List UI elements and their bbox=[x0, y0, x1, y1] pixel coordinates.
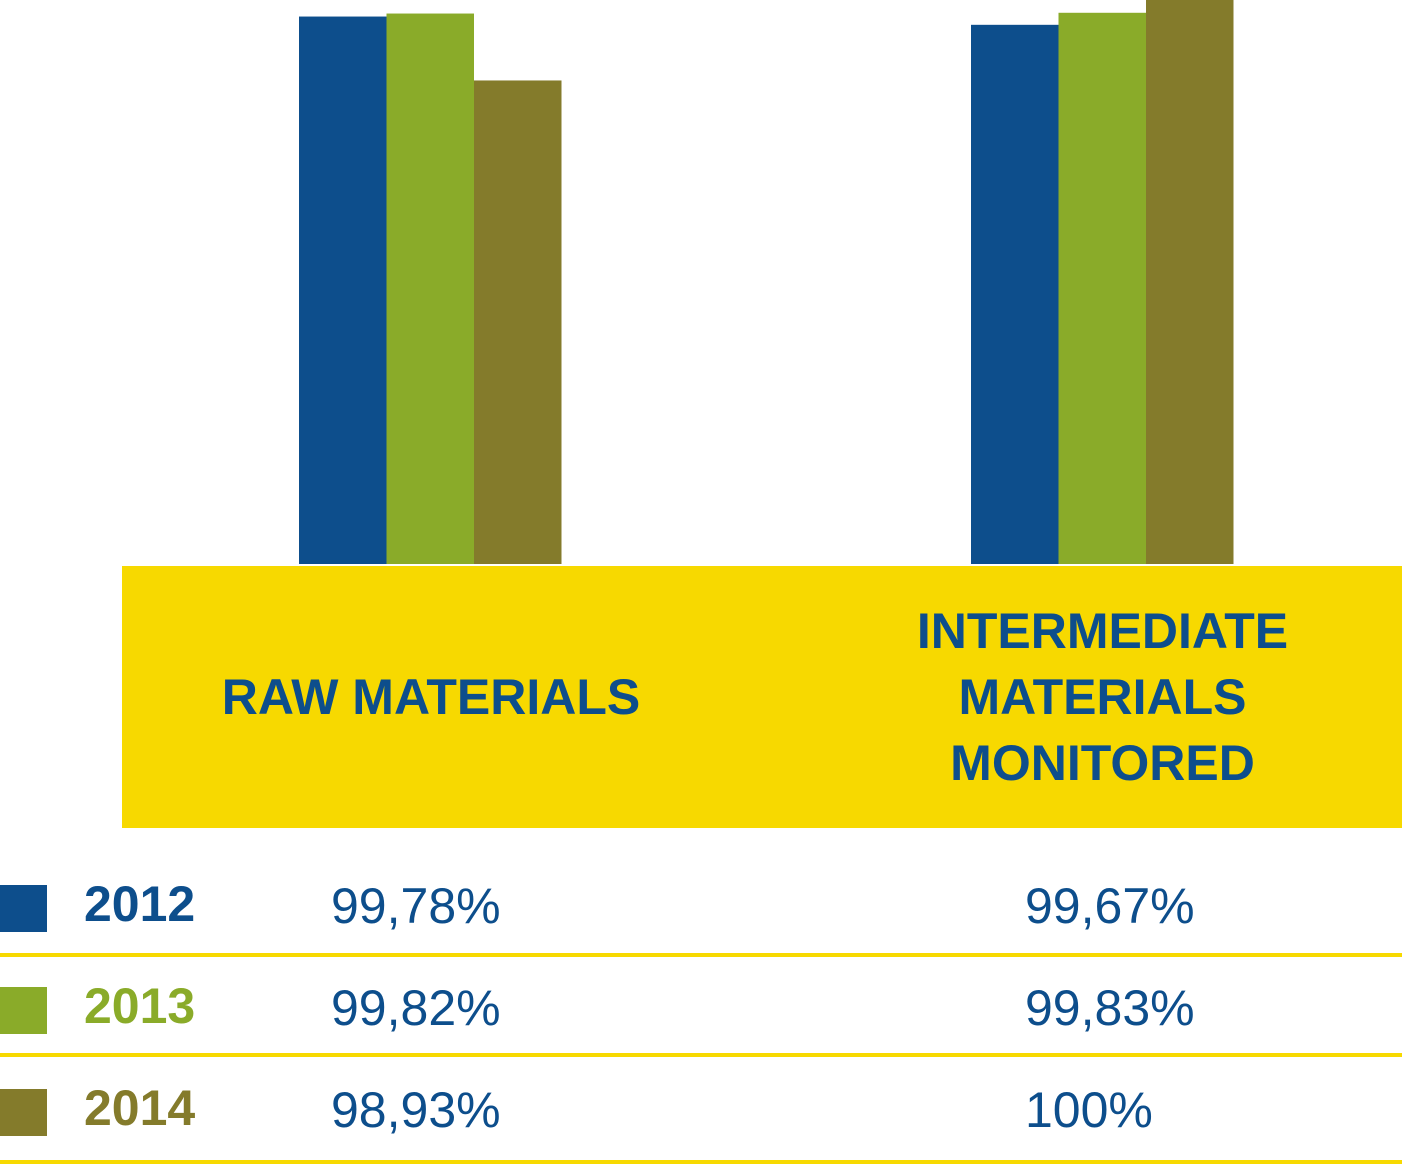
legend-swatch-2014 bbox=[0, 1089, 47, 1136]
bar-2012-cat1 bbox=[299, 16, 387, 564]
value-label-2014-cat2: 100% bbox=[1025, 1082, 1153, 1138]
row-divider bbox=[0, 1053, 1402, 1057]
category-band bbox=[122, 566, 1402, 828]
legend-row-2014: 2014 98,93% 100% bbox=[0, 1060, 1402, 1160]
value-label-2013-cat2: 99,83% bbox=[1025, 980, 1195, 1036]
bar-2013-cat2 bbox=[1058, 12, 1146, 565]
category-label-1: RAW MATERIALS bbox=[221, 669, 641, 725]
row-divider bbox=[0, 1160, 1402, 1164]
bar-2014-cat2 bbox=[1146, 0, 1234, 564]
legend-swatch-2012 bbox=[0, 885, 47, 932]
bar-2014-cat1 bbox=[474, 80, 562, 565]
legend-row-2013: 2013 99,82% 99,83% bbox=[0, 958, 1402, 1058]
row-divider bbox=[0, 953, 1402, 957]
value-label-2012-cat1: 99,78% bbox=[331, 878, 501, 934]
legend-row-2012: 2012 99,78% 99,67% bbox=[0, 856, 1402, 956]
chart bbox=[122, 0, 1402, 828]
category-label-2: INTERMEDIATE MATERIALS MONITORED bbox=[916, 603, 1289, 791]
value-label-2014-cat1: 98,93% bbox=[331, 1082, 501, 1138]
bar-2013-cat1 bbox=[386, 13, 474, 564]
value-label-2013-cat1: 99,82% bbox=[331, 980, 501, 1036]
legend-swatch-2013 bbox=[0, 987, 47, 1034]
legend-year-2013: 2013 bbox=[84, 978, 196, 1034]
legend-year-2012: 2012 bbox=[84, 876, 196, 932]
legend-year-2014: 2014 bbox=[84, 1080, 196, 1136]
bar-2012-cat2 bbox=[971, 24, 1059, 565]
value-label-2012-cat2: 99,67% bbox=[1025, 878, 1195, 934]
